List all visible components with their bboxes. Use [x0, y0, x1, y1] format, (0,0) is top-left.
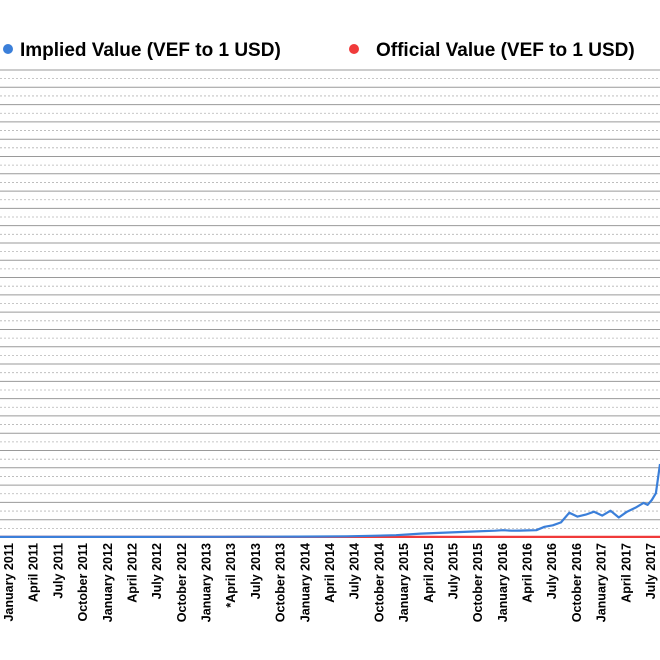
series-lines: [0, 463, 660, 538]
legend-label-implied: Implied Value (VEF to 1 USD): [20, 40, 281, 61]
legend-label-official: Official Value (VEF to 1 USD): [376, 40, 635, 61]
x-tick-label: October 2016: [570, 543, 584, 622]
x-tick-label: January 2016: [496, 543, 510, 622]
gridlines: [0, 69, 660, 529]
x-tick-label: April 2014: [323, 543, 337, 603]
legend-marker-implied: [3, 44, 13, 54]
x-tick-label: July 2015: [447, 543, 461, 599]
x-tick-label: April 2011: [27, 543, 41, 602]
x-tick-label: January 2011: [2, 543, 16, 622]
x-axis-ticks: January 2011 April 2011 July 2011 October 2…: [2, 543, 658, 622]
x-tick-label: July 2016: [545, 543, 559, 599]
x-tick-label: January 2013: [200, 543, 214, 622]
x-tick-label: October 2012: [175, 543, 189, 622]
x-tick-label: July 2013: [249, 543, 263, 599]
x-tick-label: July 2014: [348, 543, 362, 599]
x-tick-label: October 2015: [471, 543, 485, 622]
x-tick-label: January 2015: [397, 543, 411, 622]
x-tick-label: October 2014: [372, 543, 386, 622]
x-tick-label: October 2013: [274, 543, 288, 622]
x-tick-label: January 2014: [298, 543, 312, 622]
x-tick-label: July 2011: [51, 543, 65, 599]
legend: Implied Value (VEF to 1 USD) Official Va…: [3, 40, 635, 61]
series-line-implied: [0, 463, 660, 538]
x-tick-label: January 2012: [101, 543, 115, 622]
x-tick-label: October 2011: [76, 543, 90, 622]
x-tick-label: *April 2013: [224, 543, 238, 608]
x-tick-label: April 2017: [619, 543, 633, 603]
x-tick-label: April 2015: [422, 543, 436, 603]
x-tick-label: April 2012: [126, 543, 140, 603]
x-tick-label: January 2017: [595, 543, 609, 622]
x-tick-label: July 2017: [644, 543, 658, 599]
legend-marker-official: [349, 44, 359, 54]
x-tick-label: April 2016: [521, 543, 535, 603]
x-tick-label: July 2012: [150, 543, 164, 599]
